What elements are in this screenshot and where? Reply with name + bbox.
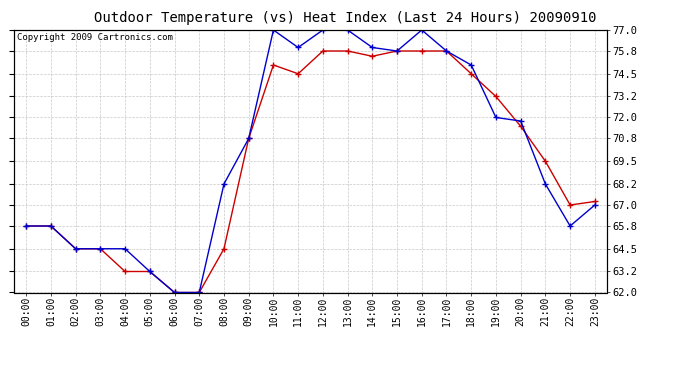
Text: Copyright 2009 Cartronics.com: Copyright 2009 Cartronics.com <box>17 33 172 42</box>
Text: Outdoor Temperature (vs) Heat Index (Last 24 Hours) 20090910: Outdoor Temperature (vs) Heat Index (Las… <box>94 11 596 25</box>
